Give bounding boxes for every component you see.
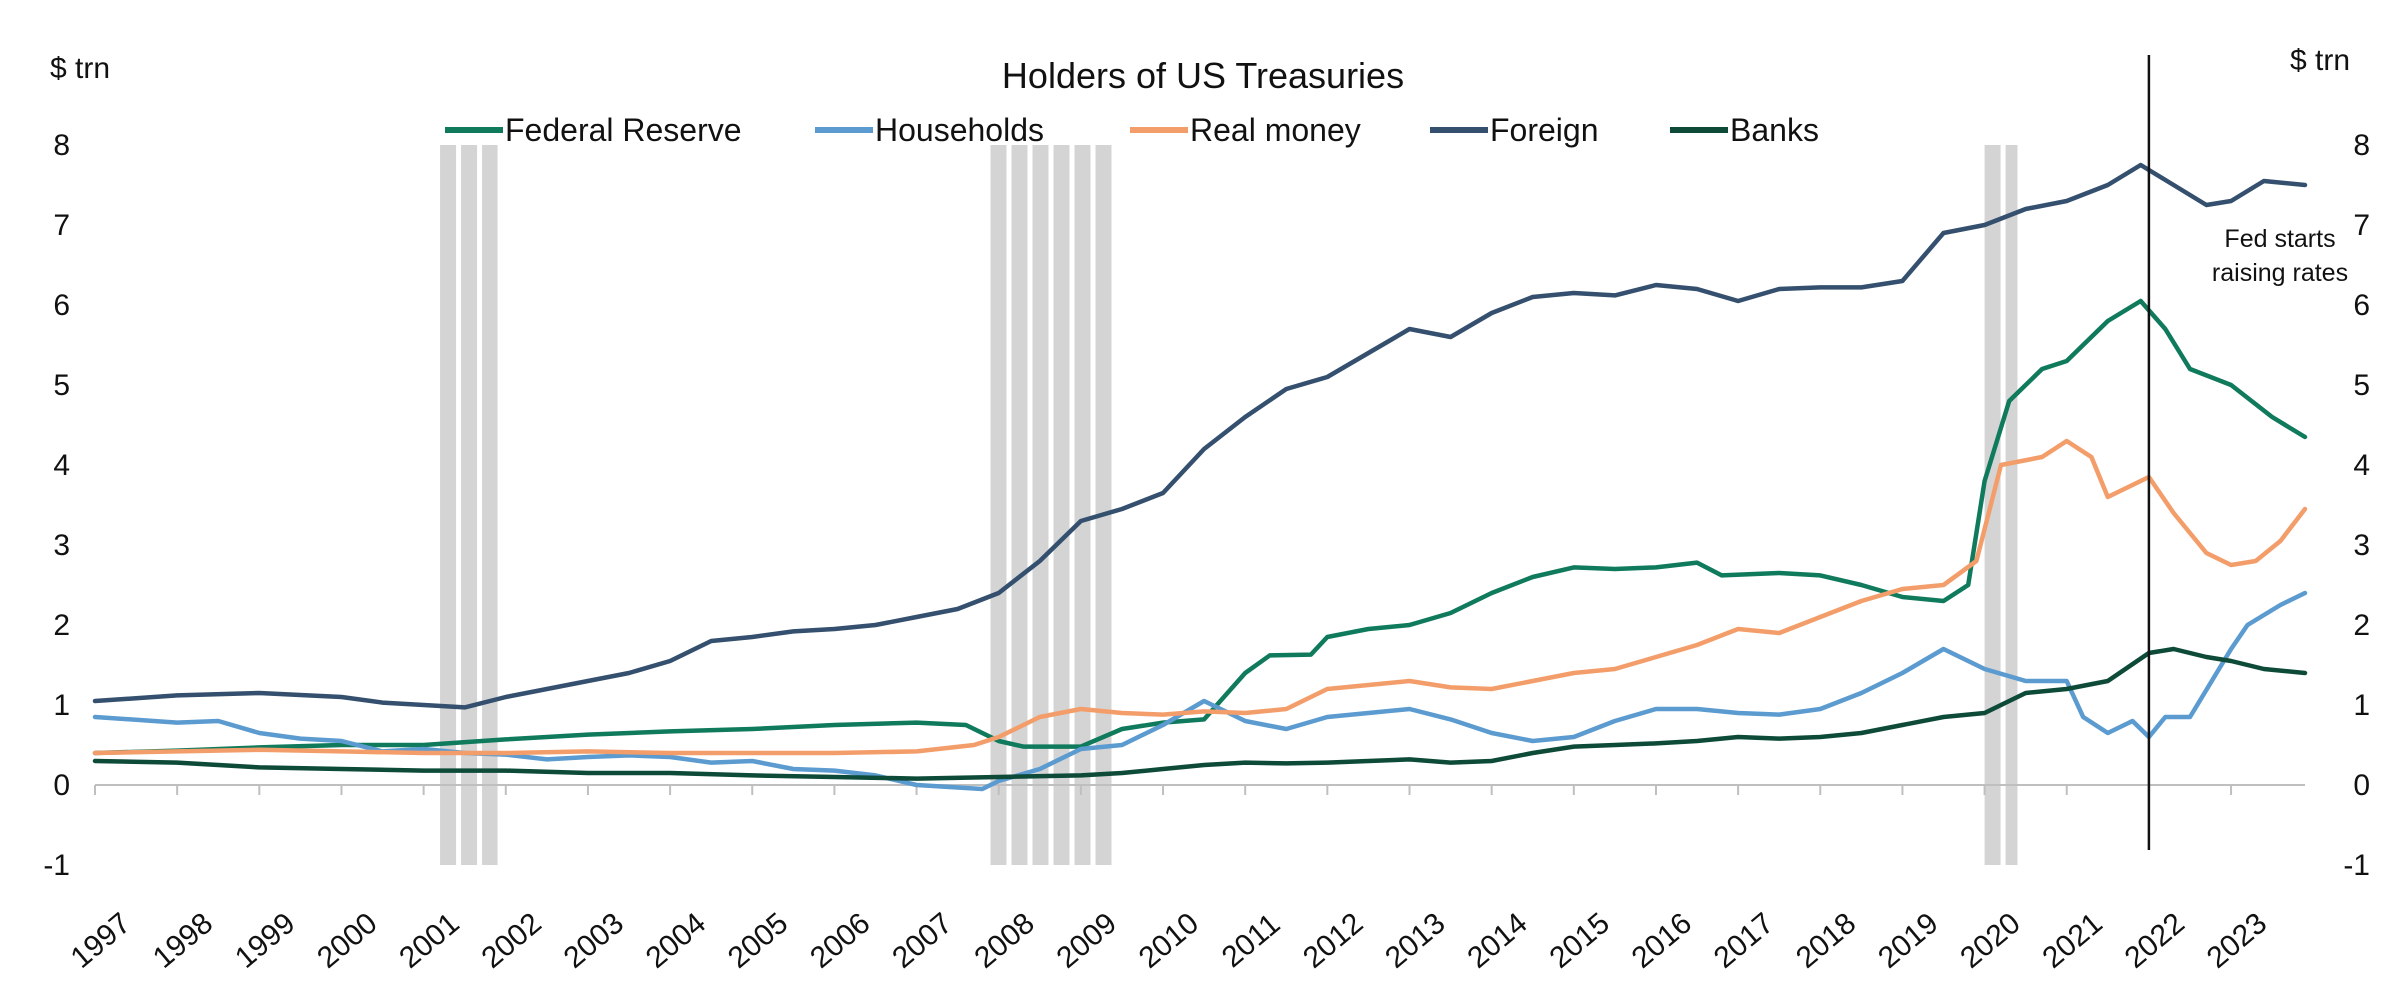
y-tick-label-right: 7 xyxy=(2353,209,2370,242)
x-tick-label: 1998 xyxy=(147,907,219,975)
x-tick-label: 2003 xyxy=(558,907,630,975)
recession-band xyxy=(440,145,498,865)
recession-band xyxy=(990,145,1112,865)
y-tick-label-left: 6 xyxy=(53,289,70,322)
y-tick-label-right: 2 xyxy=(2353,609,2370,642)
fed-rate-hike-annotation: Fed starts raising rates xyxy=(2212,225,2348,287)
y-axis-left-ticks: -1 0 1 2 3 4 5 6 7 8 xyxy=(43,129,70,882)
legend-label: Federal Reserve xyxy=(505,112,742,148)
legend-item: Households xyxy=(815,112,1044,148)
y-tick-label-right: 1 xyxy=(2353,689,2370,722)
legend-label: Households xyxy=(875,112,1044,148)
x-tick-label: 1997 xyxy=(65,907,137,975)
legend-item: Federal Reserve xyxy=(445,112,742,148)
y-tick-label-left: -1 xyxy=(43,849,70,882)
x-tick-label: 2020 xyxy=(1954,907,2026,975)
legend-label: Foreign xyxy=(1490,112,1599,148)
y-axis-right-ticks: -1 0 1 2 3 4 5 6 7 8 xyxy=(2343,129,2370,882)
y-tick-label-left: 4 xyxy=(53,449,70,482)
x-tick-label: 2013 xyxy=(1379,907,1451,975)
y-tick-label-left: 2 xyxy=(53,609,70,642)
legend: Federal Reserve Households Real money Forei… xyxy=(445,112,1819,148)
y-tick-label-right: 4 xyxy=(2353,449,2370,482)
chart-title: Holders of US Treasuries xyxy=(1002,55,1404,96)
y-tick-label-left: 8 xyxy=(53,129,70,162)
x-tick-label: 2010 xyxy=(1133,907,1205,975)
series-line-real-money xyxy=(92,438,2308,756)
x-tick-label: 1999 xyxy=(229,907,301,975)
y-tick-label-left: 1 xyxy=(53,689,70,722)
x-tick-label: 2017 xyxy=(1708,907,1780,975)
x-tick-label: 2001 xyxy=(393,907,465,975)
y-axis-left-unit: $ trn xyxy=(50,52,110,85)
y-tick-label-left: 5 xyxy=(53,369,70,402)
series-line-households xyxy=(92,590,2308,792)
y-tick-label-left: 3 xyxy=(53,529,70,562)
series-line-foreign xyxy=(92,162,2308,710)
x-tick-label: 2012 xyxy=(1297,907,1369,975)
x-tick-label: 2008 xyxy=(968,907,1040,975)
x-tick-label: 2000 xyxy=(311,907,383,975)
x-tick-label: 2023 xyxy=(2201,907,2273,975)
x-tick-label: 2016 xyxy=(1626,907,1698,975)
x-tick-label: 2014 xyxy=(1461,907,1533,975)
legend-item: Real money xyxy=(1130,112,1361,148)
x-tick-label: 2022 xyxy=(2119,907,2191,975)
y-tick-label-right: -1 xyxy=(2343,849,2370,882)
y-tick-label-right: 5 xyxy=(2353,369,2370,402)
y-tick-label-right: 8 xyxy=(2353,129,2370,162)
series-lines xyxy=(92,162,2308,792)
x-tick-label: 2019 xyxy=(1872,907,1944,975)
series-line-banks xyxy=(92,646,2308,781)
y-tick-label-left: 7 xyxy=(53,209,70,242)
series-line-federal-reserve xyxy=(92,298,2308,756)
x-tick-label: 2018 xyxy=(1790,907,1862,975)
x-tick-label: 2002 xyxy=(476,907,548,975)
x-tick-label: 2011 xyxy=(1216,907,1287,974)
legend-label: Banks xyxy=(1730,112,1819,148)
legend-item: Banks xyxy=(1670,112,1819,148)
x-tick-label: 2004 xyxy=(640,907,712,975)
y-tick-label-right: 6 xyxy=(2353,289,2370,322)
legend-label: Real money xyxy=(1190,112,1361,148)
x-tick-label: 2015 xyxy=(1544,907,1616,975)
x-tick-marks xyxy=(94,785,2233,795)
y-tick-label-right: 3 xyxy=(2353,529,2370,562)
x-axis-ticks: 1997 1998 1999 2000 2001 2002 2003 2004 2005 2006… xyxy=(65,907,2273,975)
x-tick-label: 2021 xyxy=(2036,907,2108,975)
y-tick-label-left: 0 xyxy=(53,769,70,802)
legend-item: Foreign xyxy=(1430,112,1599,148)
x-tick-label: 2009 xyxy=(1051,907,1123,975)
y-tick-label-right: 0 xyxy=(2353,769,2370,802)
x-tick-label: 2005 xyxy=(722,907,794,975)
x-tick-label: 2007 xyxy=(886,907,958,975)
x-tick-label: 2006 xyxy=(804,907,876,975)
recession-bands xyxy=(440,145,2018,865)
y-axis-right-unit: $ trn xyxy=(2290,44,2350,77)
